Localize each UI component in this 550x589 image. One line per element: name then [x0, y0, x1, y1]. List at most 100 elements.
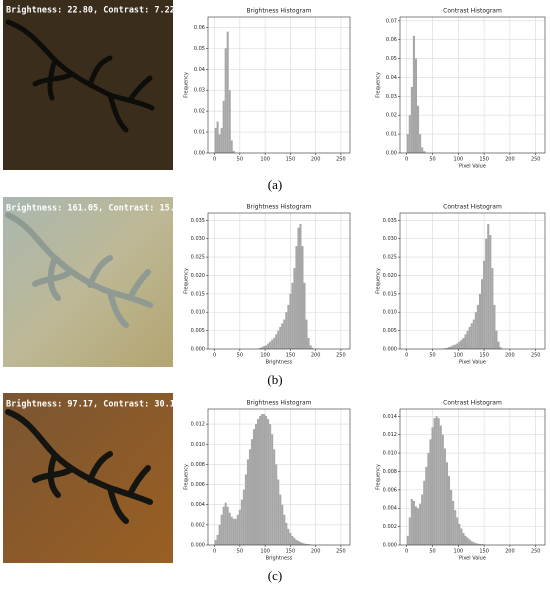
histogram-bar — [220, 514, 223, 545]
y-tick-label: 0.030 — [383, 236, 397, 242]
panel-label: (a) — [268, 177, 282, 192]
histogram-bar — [493, 304, 496, 349]
histogram-bar — [478, 293, 482, 349]
y-tick-label: 0.035 — [383, 218, 397, 224]
histogram-bar — [218, 524, 221, 545]
x-tick-label: 100 — [454, 353, 464, 359]
histogram-bar — [476, 543, 479, 545]
satellite-image: Brightness: 22.80, Contrast: 7.22 — [3, 0, 175, 170]
histogram-bar — [283, 319, 286, 349]
histogram-bar — [423, 480, 426, 545]
histogram-bar — [437, 418, 440, 545]
y-tick-label: 0.025 — [383, 255, 397, 261]
x-tick-label: 250 — [531, 353, 541, 359]
histogram-bar — [458, 523, 461, 545]
y-tick-label: 0.006 — [191, 482, 205, 488]
x-tick-label: 250 — [531, 157, 541, 163]
histogram-bar — [222, 100, 225, 153]
x-tick-label: 50 — [237, 549, 243, 555]
x-tick-label: 0 — [213, 549, 216, 555]
river — [5, 409, 153, 524]
histogram-bar — [275, 334, 278, 349]
x-tick-label: 100 — [260, 353, 270, 359]
histogram-bar — [242, 489, 245, 545]
histogram-bar — [291, 535, 294, 545]
histogram-bar — [433, 418, 436, 545]
histogram-bar — [311, 347, 314, 349]
x-tick-label: 0 — [213, 157, 216, 163]
histogram-bar — [481, 544, 484, 545]
histogram-bar — [279, 494, 282, 545]
satellite-image: Brightness: 97.17, Contrast: 30.14 — [3, 393, 180, 563]
histogram-bar — [238, 509, 241, 545]
y-tick-label: 0.07 — [386, 18, 397, 24]
histogram-bar — [214, 127, 217, 153]
y-tick-label: 0.025 — [191, 255, 205, 261]
histogram-bar — [419, 134, 422, 153]
histogram-bar — [287, 304, 290, 349]
histogram-bar — [275, 464, 278, 545]
x-axis-label: Pixel Value — [459, 556, 486, 562]
histogram-bar — [439, 425, 442, 545]
histogram-bar — [277, 330, 280, 349]
histogram-bar — [468, 539, 471, 545]
histogram-bar — [406, 134, 409, 153]
y-axis-label: Frequency — [376, 464, 382, 490]
plot-frame — [399, 212, 546, 350]
histogram-bar — [474, 543, 477, 545]
histogram-bar — [423, 151, 426, 153]
histogram-bar — [472, 319, 475, 349]
y-tick-label: 0.06 — [194, 25, 205, 31]
x-tick-label: 200 — [505, 549, 515, 555]
histogram-bar — [261, 414, 264, 545]
histogram-bar — [447, 476, 451, 545]
histogram-bar — [281, 504, 284, 545]
histogram-bar — [216, 534, 219, 545]
y-tick-label: 0.002 — [191, 522, 205, 528]
histogram-bar — [254, 424, 258, 545]
histogram-bar — [485, 238, 488, 349]
histogram-bar — [289, 532, 292, 545]
histogram-bar — [464, 535, 467, 545]
y-tick-label: 0.035 — [191, 218, 205, 224]
chart-title: Contrast Histogram — [443, 204, 502, 211]
histogram-bar — [429, 439, 432, 545]
x-tick-label: 250 — [336, 157, 346, 163]
plot-area — [208, 17, 350, 153]
histogram-bar — [265, 345, 268, 349]
satellite-image: Brightness: 161.05, Contrast: 15.09 — [3, 197, 185, 367]
histogram-bar — [441, 434, 444, 545]
y-tick-label: 0.008 — [383, 469, 397, 475]
histogram-bar — [230, 140, 233, 153]
histogram-bar — [410, 86, 413, 153]
x-tick-label: 200 — [311, 157, 321, 163]
histogram-bar — [456, 343, 459, 349]
x-tick-label: 200 — [505, 157, 515, 163]
y-axis-label: Frequency — [376, 72, 382, 98]
plot-area — [400, 17, 545, 153]
histogram-bar — [263, 414, 266, 545]
x-tick-label: 100 — [260, 549, 270, 555]
histogram-bar — [303, 543, 306, 545]
x-tick-label: 150 — [479, 353, 489, 359]
x-tick-label: 0 — [405, 353, 408, 359]
histogram-bar — [489, 235, 492, 349]
histogram-bar — [289, 293, 292, 349]
histogram-bar — [414, 58, 418, 153]
x-tick-label: 50 — [429, 353, 435, 359]
histogram-bar — [419, 503, 422, 545]
histogram-bar — [495, 330, 498, 349]
histogram-bar — [291, 282, 294, 349]
histogram-bar — [283, 514, 286, 545]
y-tick-label: 0.005 — [191, 328, 205, 334]
histogram-bar — [297, 540, 300, 545]
histogram-bar — [499, 347, 502, 349]
histogram-bar — [234, 518, 237, 545]
y-tick-label: 0.020 — [191, 273, 205, 279]
histogram-bar — [417, 105, 420, 153]
image-caption-text: Brightness: 161.05, Contrast: 15.09 — [6, 203, 185, 214]
image-caption-text: Brightness: 97.17, Contrast: 30.14 — [6, 399, 180, 410]
y-tick-label: 0.000 — [191, 347, 205, 353]
histogram-bar — [450, 489, 453, 545]
